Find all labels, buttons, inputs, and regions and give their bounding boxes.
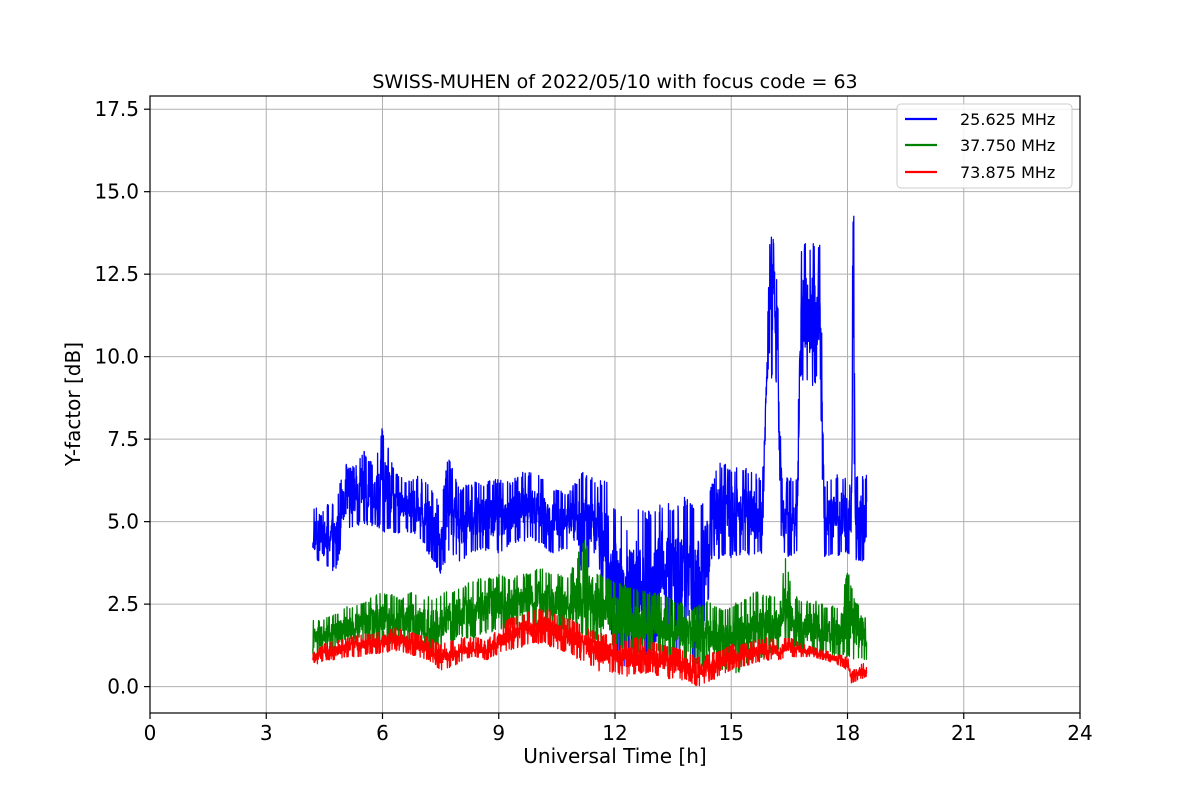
series-line [312, 539, 868, 674]
y-tick-label: 15.0 [94, 180, 139, 204]
legend: 25.625 MHz 37.750 MHz 73.875 MHz [896, 103, 1073, 189]
legend-frame [896, 103, 1073, 189]
x-tick-label: 6 [376, 721, 389, 745]
legend-label-37mhz: 37.750 MHz [960, 136, 1055, 155]
x-tick-label: 12 [602, 721, 627, 745]
series-line [312, 215, 868, 677]
x-tick-label: 3 [260, 721, 273, 745]
y-axis-label: Y-factor [dB] [61, 342, 85, 467]
y-tick-label: 17.5 [94, 97, 139, 121]
chart-title: SWISS-MUHEN of 2022/05/10 with focus cod… [372, 71, 857, 93]
x-tick-label: 21 [951, 721, 976, 745]
tick-layer: 0 3 6 9 12 15 18 21 24 0.0 2.5 5.0 7.5 10.0 12.5 15.0 17… [94, 97, 1092, 745]
x-axis-label: Universal Time [h] [523, 744, 706, 768]
series-layer [312, 215, 868, 687]
x-tick-label: 24 [1067, 721, 1092, 745]
series-line [312, 607, 868, 687]
x-tick-label: 18 [835, 721, 860, 745]
y-tick-label: 10.0 [94, 345, 139, 369]
x-tick-label: 15 [719, 721, 744, 745]
y-tick-label: 5.0 [107, 510, 139, 534]
y-tick-label: 2.5 [107, 592, 139, 616]
y-tick-label: 7.5 [107, 427, 139, 451]
legend-label-73mhz: 73.875 MHz [960, 163, 1055, 182]
legend-label-25mhz: 25.625 MHz [960, 110, 1055, 129]
x-tick-label: 9 [492, 721, 505, 745]
x-tick-label: 0 [144, 721, 157, 745]
y-tick-label: 0.0 [107, 675, 139, 699]
y-tick-label: 12.5 [94, 262, 139, 286]
